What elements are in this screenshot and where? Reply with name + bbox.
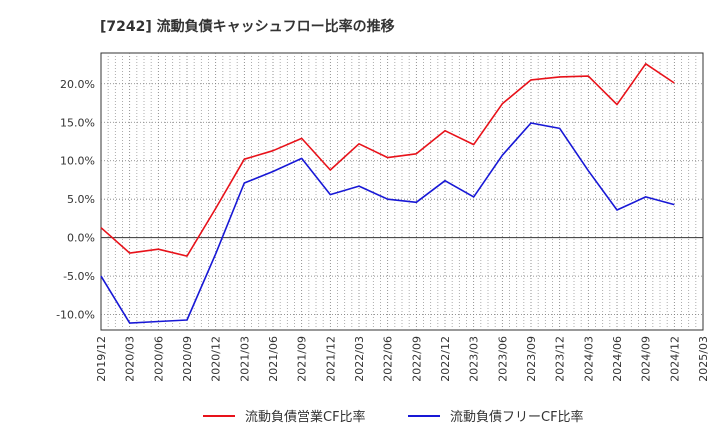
x-tick-label: 2021/06: [267, 336, 280, 382]
grid: [101, 53, 703, 330]
y-tick-label: 5.0%: [67, 193, 95, 206]
x-tick-label: 2024/12: [668, 336, 681, 382]
legend: 流動負債営業CF比率 流動負債フリーCF比率: [203, 409, 584, 425]
x-tick-label: 2020/03: [124, 336, 137, 382]
x-tick-label: 2023/12: [554, 336, 567, 382]
x-tick-label: 2023/03: [468, 336, 481, 382]
legend-label-1: 流動負債営業CF比率: [245, 409, 366, 425]
x-tick-label: 2021/03: [238, 336, 251, 382]
x-tick-label: 2024/06: [611, 336, 624, 382]
x-tick-label: 2022/06: [382, 336, 395, 382]
chart-container: [7242] 流動負債キャッシュフロー比率の推移 20.0% 15.0% 10.0%…: [0, 0, 720, 440]
y-tick-label: 15.0%: [60, 116, 95, 129]
x-tick-label: 2023/06: [496, 336, 509, 382]
chart-svg: [7242] 流動負債キャッシュフロー比率の推移 20.0% 15.0% 10.0%…: [0, 0, 720, 440]
y-tick-label: 20.0%: [60, 78, 95, 91]
x-tick-label: 2025/03: [697, 336, 710, 382]
legend-label-2: 流動負債フリーCF比率: [450, 409, 584, 425]
x-tick-label: 2020/12: [210, 336, 223, 382]
x-tick-label: 2024/09: [640, 336, 653, 382]
x-tick-label: 2021/12: [324, 336, 337, 382]
x-tick-label: 2022/09: [410, 336, 423, 382]
x-tick-label: 2023/09: [525, 336, 538, 382]
x-tick-label: 2019/12: [95, 336, 108, 382]
x-tick-label: 2020/06: [152, 336, 165, 382]
x-tick-label: 2024/03: [582, 336, 595, 382]
x-tick-label: 2021/09: [296, 336, 309, 382]
x-tick-label: 2022/12: [439, 336, 452, 382]
x-tick-label: 2022/03: [353, 336, 366, 382]
y-tick-label: -5.0%: [63, 270, 95, 283]
y-tick-label: 0.0%: [67, 232, 95, 245]
x-tick-label: 2020/09: [181, 336, 194, 382]
y-tick-label: 10.0%: [60, 155, 95, 168]
axis-layer: 20.0% 15.0% 10.0% 5.0% 0.0% -5.0% -10.0% 2019/1…: [56, 78, 710, 382]
y-tick-label: -10.0%: [56, 309, 95, 322]
chart-title: [7242] 流動負債キャッシュフロー比率の推移: [100, 18, 395, 35]
